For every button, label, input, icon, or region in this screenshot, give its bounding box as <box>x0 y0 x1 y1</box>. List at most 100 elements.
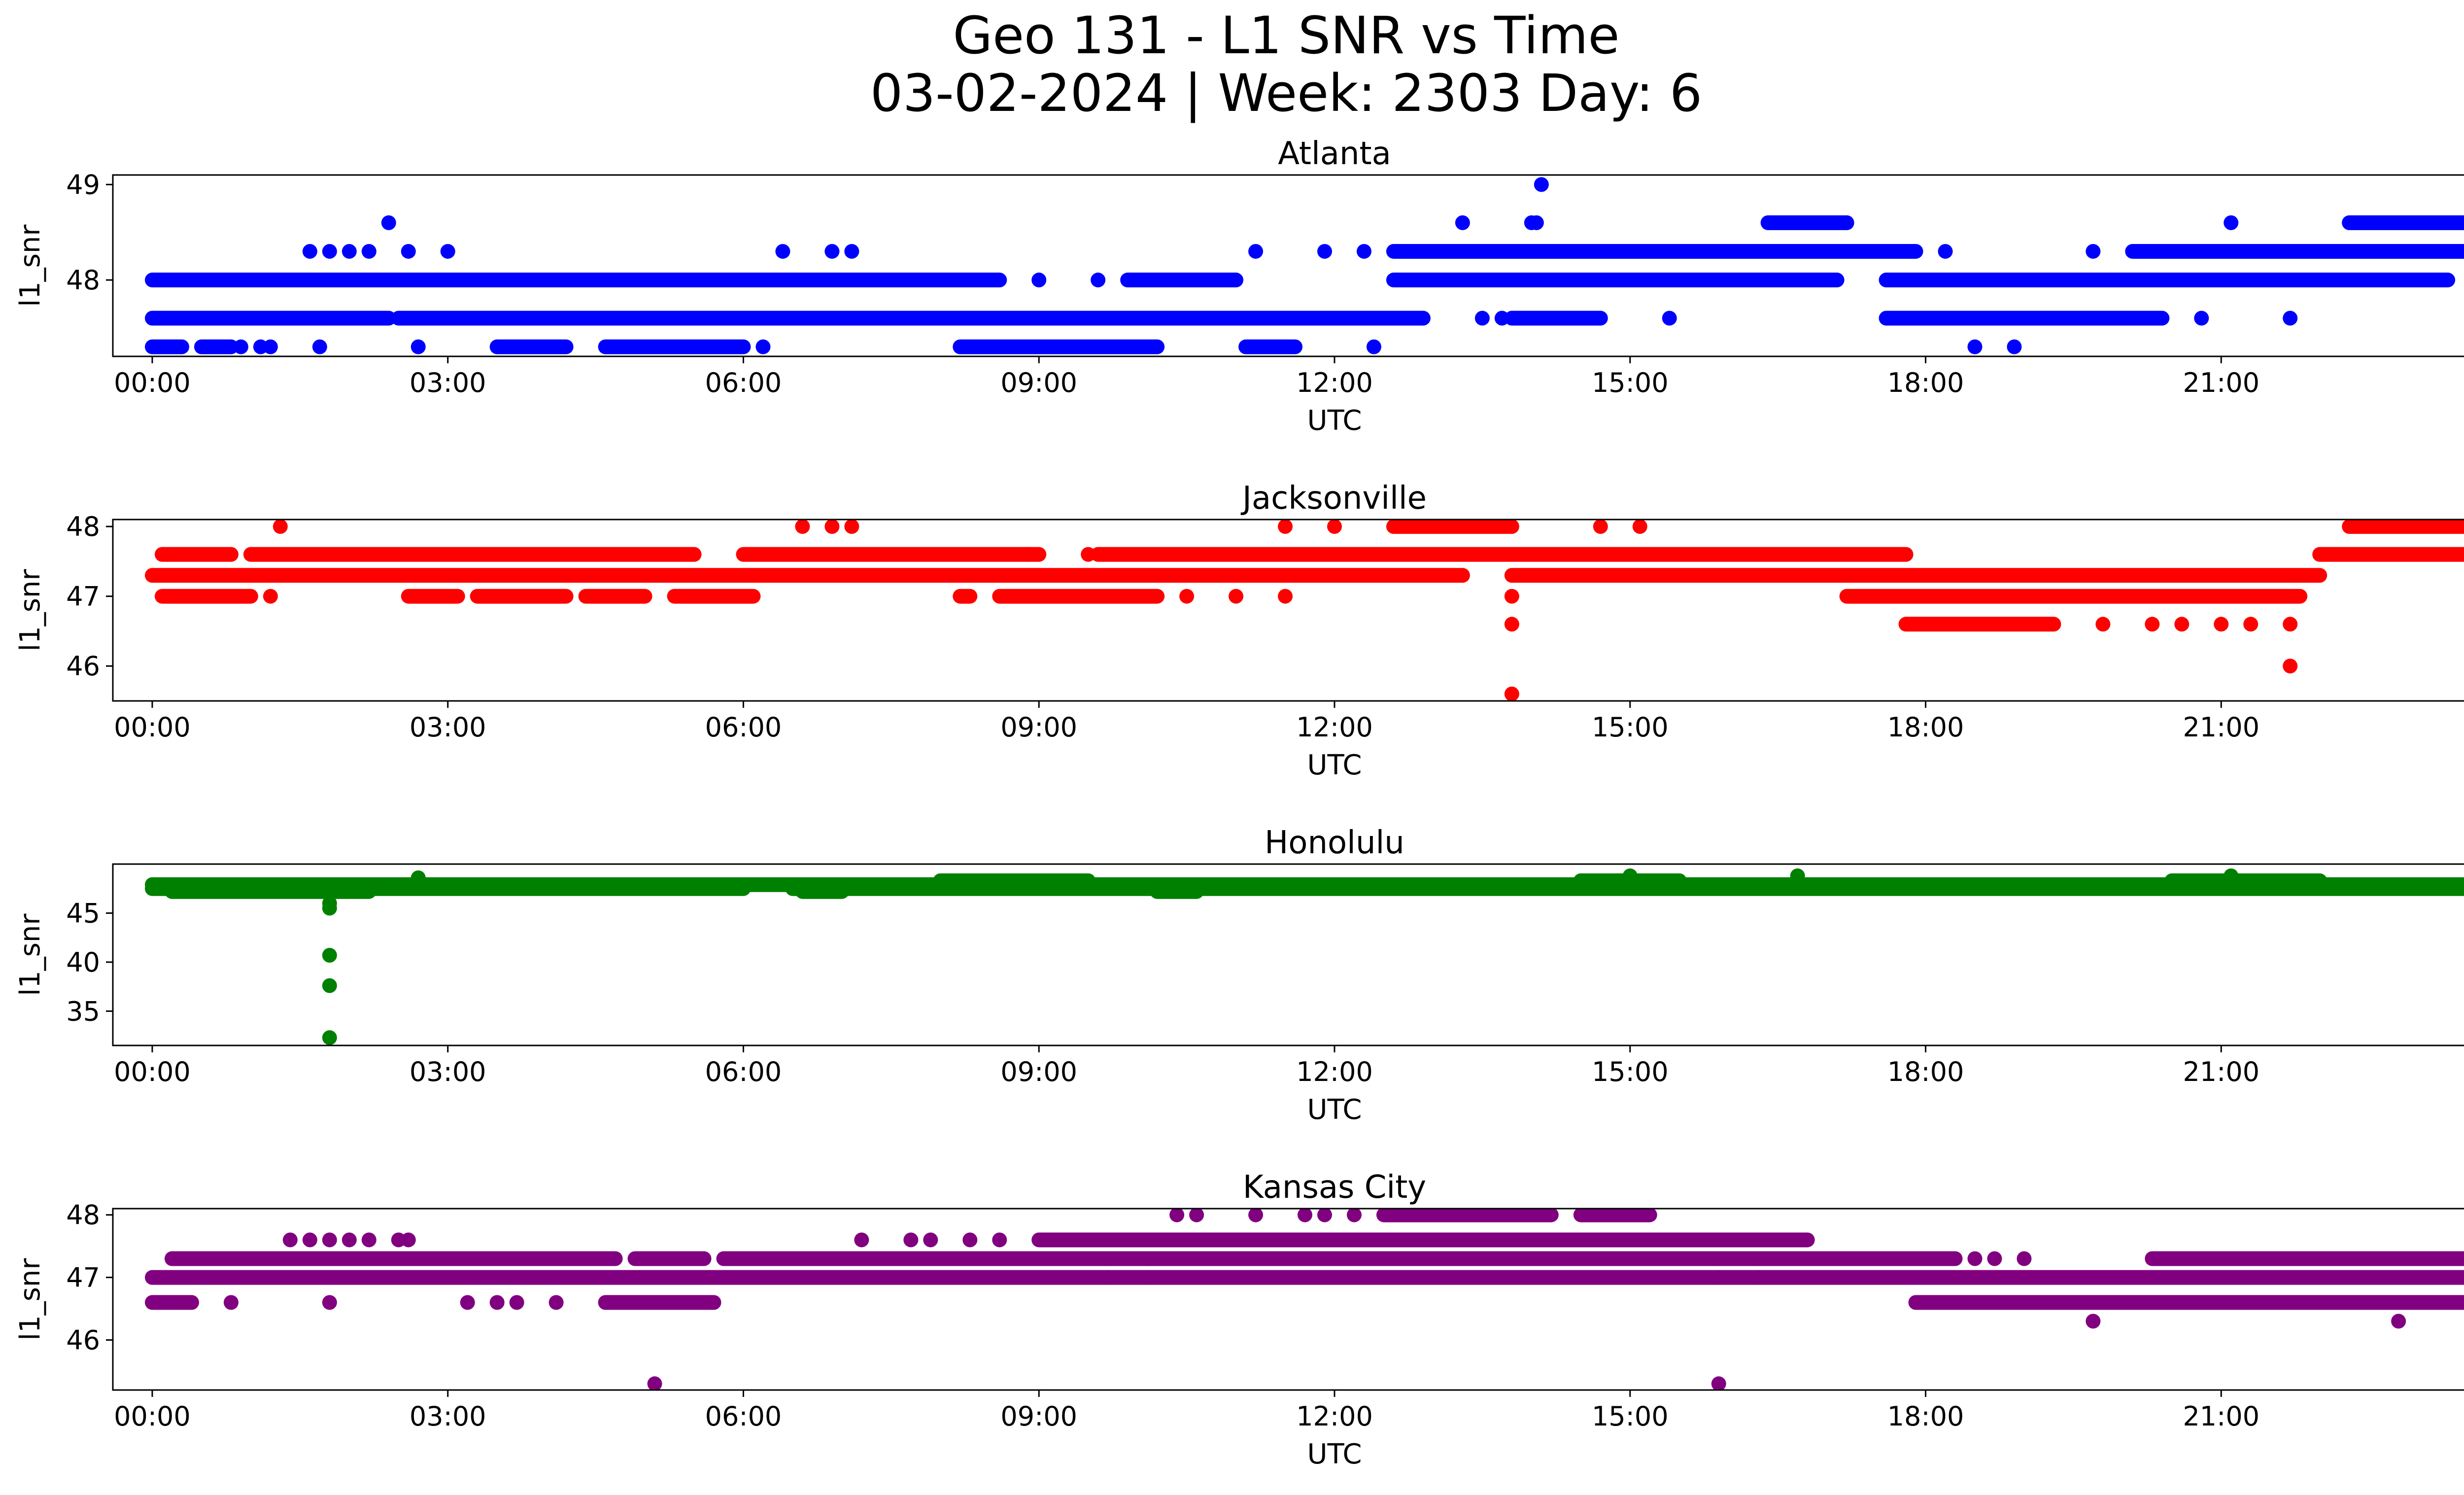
data-point <box>1317 1209 1333 1222</box>
x-tick-label: 00:00 <box>114 367 191 398</box>
data-point <box>342 243 357 259</box>
data-point <box>2283 311 2298 326</box>
x-tick-label: 15:00 <box>1592 1056 1669 1087</box>
data-point <box>381 215 396 230</box>
data-point <box>1662 311 1677 326</box>
x-tick-label: 03:00 <box>410 1401 486 1432</box>
x-tick-label: 06:00 <box>705 712 782 743</box>
y-axis-label: l1_snr <box>14 913 46 996</box>
data-point <box>1632 520 1647 534</box>
panel-title: Atlanta <box>1278 136 1391 172</box>
y-tick-label: 48 <box>66 511 100 542</box>
data-point <box>1140 1270 1155 1285</box>
x-tick-label: 03:00 <box>410 712 486 743</box>
data-point <box>2214 617 2229 632</box>
x-tick-label: 12:00 <box>1296 367 1373 398</box>
x-tick-label: 18:00 <box>1887 367 1964 398</box>
data-point <box>844 243 859 259</box>
x-tick-label: 06:00 <box>705 1401 782 1432</box>
y-tick-label: 45 <box>66 898 100 929</box>
data-point <box>2086 243 2101 259</box>
data-point <box>1366 339 1381 354</box>
x-tick-label: 09:00 <box>1000 1056 1077 1087</box>
x-tick-label: 15:00 <box>1592 712 1669 743</box>
data-point <box>1790 868 1805 883</box>
data-point <box>263 589 278 604</box>
data-point <box>2194 311 2209 326</box>
data-point <box>223 1295 239 1310</box>
data-point <box>1622 868 1638 883</box>
panel-title: Kansas City <box>1243 1169 1426 1206</box>
data-point <box>263 339 278 354</box>
data-point <box>1179 589 1195 604</box>
y-tick-label: 40 <box>66 947 100 978</box>
x-tick-label: 00:00 <box>114 1056 191 1087</box>
data-point <box>273 520 288 534</box>
x-axis-label: UTC <box>1307 405 1362 437</box>
y-tick-label: 48 <box>66 265 100 296</box>
data-point <box>1504 686 1519 701</box>
data-point <box>1938 243 1953 259</box>
chart-subtitle: 03-02-2024 | Week: 2303 Day: 6 <box>870 63 1702 123</box>
x-tick-label: 21:00 <box>2183 1401 2259 1432</box>
x-axis-label: UTC <box>1307 749 1362 781</box>
data-point <box>1169 1209 1185 1222</box>
data-point <box>1189 1209 1204 1222</box>
data-point <box>233 339 248 354</box>
x-axis-label: UTC <box>1307 1094 1362 1126</box>
x-tick-label: 12:00 <box>1296 712 1373 743</box>
data-point <box>361 243 376 259</box>
data-point <box>923 1232 938 1248</box>
data-point <box>775 243 790 259</box>
data-point <box>322 1295 337 1310</box>
x-tick-label: 06:00 <box>705 1056 782 1087</box>
data-point <box>1031 273 1047 288</box>
data-point <box>1248 1209 1264 1222</box>
data-point <box>1229 589 1244 604</box>
data-point <box>1504 589 1519 604</box>
x-tick-label: 12:00 <box>1296 1401 1373 1432</box>
data-point <box>2007 339 2022 354</box>
data-point <box>1356 243 1371 259</box>
data-point <box>342 1232 357 1248</box>
data-point <box>548 1295 564 1310</box>
data-point <box>1711 1270 1726 1285</box>
data-point <box>962 1232 978 1248</box>
x-tick-label: 18:00 <box>1887 1401 1964 1432</box>
data-point <box>2224 868 2239 883</box>
y-tick-label: 35 <box>66 996 100 1027</box>
data-point <box>1278 589 1293 604</box>
y-axis-label: l1_snr <box>14 224 46 307</box>
panels-group: Atlanta l1_snr UTC 00:00 03:00 06:00 09:00 12:0… <box>14 136 2464 1470</box>
data-point <box>1967 1251 1983 1266</box>
x-tick-label: 21:00 <box>2183 367 2259 398</box>
data-point <box>411 339 426 354</box>
y-tick-label: 49 <box>66 169 100 200</box>
data-point <box>2391 1314 2406 1329</box>
x-tick-label: 21:00 <box>2183 712 2259 743</box>
x-tick-label: 12:00 <box>1296 1056 1373 1087</box>
panel-1: Jacksonville l1_snr UTC 00:00 03:00 06:00 09:0… <box>14 480 2464 781</box>
data-point <box>1081 547 1096 562</box>
data-point <box>2224 215 2239 230</box>
data-point <box>903 1232 919 1248</box>
data-point <box>322 243 337 259</box>
x-tick-label: 06:00 <box>705 367 782 398</box>
data-point <box>322 1232 337 1248</box>
data-point <box>1534 177 1549 192</box>
data-point <box>1455 215 1470 230</box>
x-tick-label: 09:00 <box>1000 712 1077 743</box>
panel-title: Jacksonville <box>1240 480 1427 517</box>
data-point <box>1529 215 1544 230</box>
data-layer <box>144 1209 2464 1390</box>
data-point <box>1474 311 1490 326</box>
y-tick-label: 46 <box>66 651 100 682</box>
y-axis-label: l1_snr <box>14 569 46 652</box>
data-point <box>2283 617 2298 632</box>
data-point <box>1248 243 1264 259</box>
data-point <box>1711 1376 1726 1390</box>
data-point <box>2283 659 2298 674</box>
data-point <box>489 1295 505 1310</box>
data-point <box>854 1232 869 1248</box>
